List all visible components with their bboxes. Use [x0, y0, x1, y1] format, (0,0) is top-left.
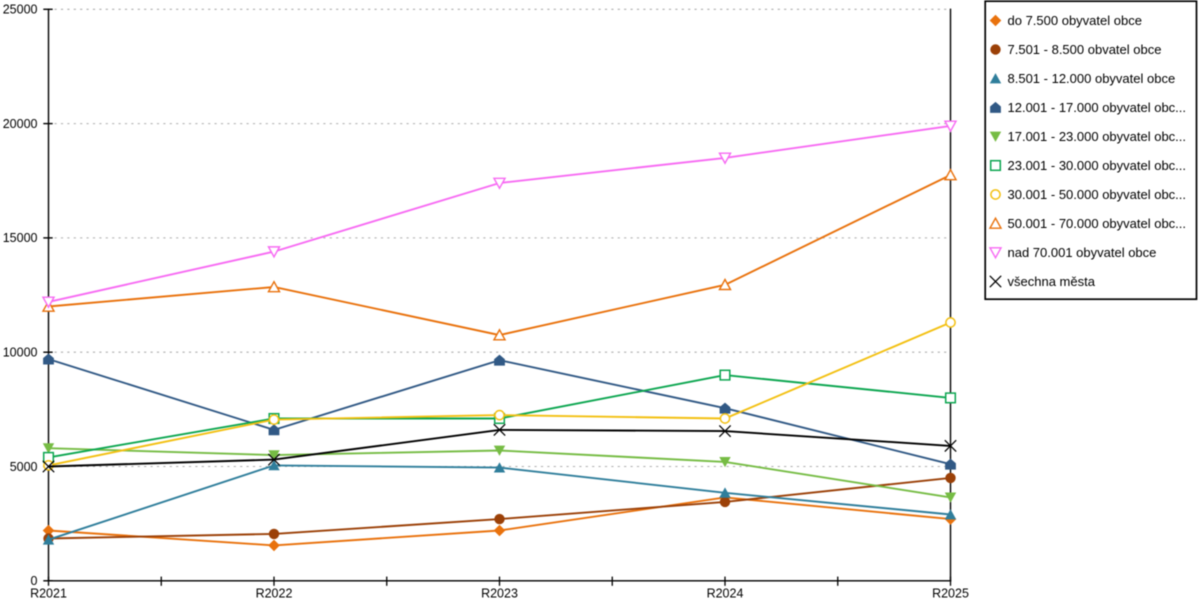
svg-text:15000: 15000: [3, 231, 38, 245]
svg-text:R2023: R2023: [481, 587, 518, 600]
svg-text:R2022: R2022: [256, 587, 293, 600]
svg-text:23.001 - 30.000 obyvatel obc..: 23.001 - 30.000 obyvatel obc...: [1008, 158, 1187, 173]
svg-text:8.501 - 12.000 obyvatel obce: 8.501 - 12.000 obyvatel obce: [1008, 71, 1176, 86]
svg-text:R2024: R2024: [707, 587, 744, 600]
svg-text:všechna města: všechna města: [1008, 274, 1096, 289]
svg-text:R2021: R2021: [30, 587, 67, 600]
svg-text:5000: 5000: [10, 460, 38, 474]
svg-text:50.001 - 70.000 obyvatel obc..: 50.001 - 70.000 obyvatel obc...: [1008, 216, 1187, 231]
svg-text:do 7.500 obyvatel obce: do 7.500 obyvatel obce: [1008, 13, 1142, 28]
svg-text:7.501 - 8.500 obvatel obce: 7.501 - 8.500 obvatel obce: [1008, 42, 1162, 57]
svg-text:0: 0: [31, 574, 38, 588]
svg-text:17.001 - 23.000 obyvatel obc..: 17.001 - 23.000 obyvatel obc...: [1008, 129, 1187, 144]
svg-text:25000: 25000: [3, 3, 38, 17]
svg-text:10000: 10000: [3, 346, 38, 360]
svg-text:20000: 20000: [3, 117, 38, 131]
svg-text:30.001 - 50.000 obyvatel obc..: 30.001 - 50.000 obyvatel obc...: [1008, 187, 1187, 202]
svg-text:12.001 - 17.000 obyvatel obc..: 12.001 - 17.000 obyvatel obc...: [1008, 100, 1187, 115]
svg-text:nad 70.001 obyvatel obce: nad 70.001 obyvatel obce: [1008, 245, 1157, 260]
svg-text:R2025: R2025: [932, 587, 969, 600]
